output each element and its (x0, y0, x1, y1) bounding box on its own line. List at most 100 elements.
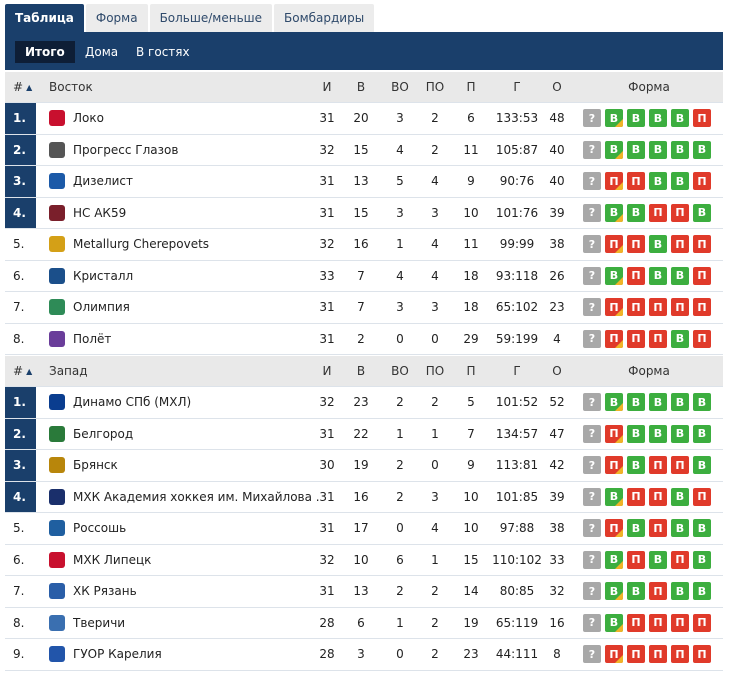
team-name-link[interactable]: Прогресс Глазов (73, 142, 179, 157)
form-result-badge[interactable]: П (693, 613, 711, 632)
form-result-badge[interactable]: В (627, 203, 645, 222)
tab-form[interactable]: Форма (85, 4, 148, 32)
form-result-badge[interactable]: П (671, 298, 689, 317)
form-next-badge[interactable]: ? (583, 456, 601, 475)
form-result-badge[interactable]: В (627, 424, 645, 443)
form-result-badge[interactable]: В (627, 456, 645, 475)
team-name-link[interactable]: Полёт (73, 331, 112, 346)
points-header[interactable]: О (552, 364, 562, 378)
form-result-badge[interactable]: П (693, 298, 711, 317)
form-result-badge[interactable]: П (671, 235, 689, 254)
team-cell[interactable]: ХК Рязань (49, 576, 319, 607)
form-result-badge[interactable]: В (649, 140, 667, 159)
form-result-badge[interactable]: В (649, 235, 667, 254)
form-result-badge[interactable]: П (627, 550, 645, 569)
form-result-badge[interactable]: П (649, 519, 667, 538)
losses-header[interactable]: П (466, 80, 476, 94)
team-name-link[interactable]: Белгород (73, 426, 134, 441)
form-result-badge[interactable]: П (649, 487, 667, 506)
form-result-badge[interactable]: В (627, 109, 645, 128)
form-next-badge[interactable]: ? (583, 203, 601, 222)
form-result-badge[interactable]: П (649, 203, 667, 222)
wins-header[interactable]: В (356, 364, 366, 378)
form-next-badge[interactable]: ? (583, 235, 601, 254)
form-result-badge[interactable]: В (605, 266, 623, 285)
form-result-badge[interactable]: В (605, 109, 623, 128)
form-result-badge[interactable]: П (649, 456, 667, 475)
form-next-badge[interactable]: ? (583, 645, 601, 664)
rank-header[interactable]: # ▲ (5, 356, 36, 386)
form-result-badge[interactable]: В (693, 582, 711, 601)
team-cell[interactable]: Олимпия (49, 292, 319, 323)
form-result-badge[interactable]: В (627, 582, 645, 601)
form-result-badge[interactable]: В (649, 393, 667, 412)
team-cell[interactable]: Локо (49, 103, 319, 134)
form-result-badge[interactable]: В (671, 487, 689, 506)
team-name-link[interactable]: Локо (73, 111, 104, 126)
form-next-badge[interactable]: ? (583, 550, 601, 569)
form-result-badge[interactable]: В (671, 393, 689, 412)
played-header[interactable]: И (322, 364, 332, 378)
form-result-badge[interactable]: В (693, 550, 711, 569)
form-next-badge[interactable]: ? (583, 140, 601, 159)
form-next-badge[interactable]: ? (583, 613, 601, 632)
team-name-link[interactable]: Брянск (73, 458, 118, 473)
team-name-link[interactable]: Metallurg Cherepovets (73, 237, 210, 252)
form-result-badge[interactable]: В (671, 329, 689, 348)
form-result-badge[interactable]: В (693, 203, 711, 222)
tab-over-under[interactable]: Больше/меньше (149, 4, 273, 32)
form-result-badge[interactable]: В (671, 519, 689, 538)
form-result-badge[interactable]: П (693, 109, 711, 128)
form-result-badge[interactable]: В (605, 203, 623, 222)
team-cell[interactable]: Кристалл (49, 261, 319, 292)
form-result-badge[interactable]: П (671, 456, 689, 475)
ot-losses-header[interactable]: ПО (425, 80, 445, 94)
team-cell[interactable]: Тверичи (49, 608, 319, 639)
subtab-total[interactable]: Итого (15, 41, 75, 63)
form-result-badge[interactable]: В (649, 109, 667, 128)
form-result-badge[interactable]: В (627, 140, 645, 159)
form-result-badge[interactable]: П (627, 645, 645, 664)
subtab-away[interactable]: В гостях (136, 45, 190, 59)
goals-header[interactable]: Г (513, 80, 521, 94)
team-name-link[interactable]: ГУОР Карелия (73, 647, 162, 662)
form-result-badge[interactable]: В (649, 266, 667, 285)
losses-header[interactable]: П (466, 364, 476, 378)
form-result-badge[interactable]: В (605, 613, 623, 632)
form-result-badge[interactable]: В (693, 424, 711, 443)
form-next-badge[interactable]: ? (583, 329, 601, 348)
form-result-badge[interactable]: В (605, 140, 623, 159)
form-result-badge[interactable]: П (671, 613, 689, 632)
tab-scorers[interactable]: Бомбардиры (274, 4, 375, 32)
form-next-badge[interactable]: ? (583, 266, 601, 285)
team-cell[interactable]: Россошь (49, 513, 319, 544)
form-result-badge[interactable]: П (649, 329, 667, 348)
form-result-badge[interactable]: П (605, 329, 623, 348)
form-result-badge[interactable]: П (605, 456, 623, 475)
form-result-badge[interactable]: П (649, 645, 667, 664)
form-result-badge[interactable]: П (605, 645, 623, 664)
team-cell[interactable]: Metallurg Cherepovets (49, 229, 319, 260)
form-result-badge[interactable]: П (605, 235, 623, 254)
form-result-badge[interactable]: П (605, 424, 623, 443)
form-result-badge[interactable]: П (649, 613, 667, 632)
form-result-badge[interactable]: В (693, 519, 711, 538)
form-result-badge[interactable]: П (627, 613, 645, 632)
goals-header[interactable]: Г (513, 364, 521, 378)
form-result-badge[interactable]: В (693, 456, 711, 475)
form-result-badge[interactable]: В (605, 582, 623, 601)
form-next-badge[interactable]: ? (583, 172, 601, 191)
form-result-badge[interactable]: В (649, 172, 667, 191)
form-result-badge[interactable]: П (693, 645, 711, 664)
ot-losses-header[interactable]: ПО (425, 364, 445, 378)
team-cell[interactable]: Динамо СПб (МХЛ) (49, 387, 319, 418)
form-result-badge[interactable]: П (605, 172, 623, 191)
subtab-home[interactable]: Дома (85, 45, 119, 59)
form-result-badge[interactable]: В (671, 582, 689, 601)
form-result-badge[interactable]: П (649, 298, 667, 317)
form-next-badge[interactable]: ? (583, 424, 601, 443)
ot-wins-header[interactable]: ВО (391, 364, 409, 378)
form-result-badge[interactable]: П (627, 487, 645, 506)
team-name-link[interactable]: ХК Рязань (73, 584, 137, 599)
team-name-link[interactable]: МХК Академия хоккея им. Михайлова ... (73, 489, 319, 504)
